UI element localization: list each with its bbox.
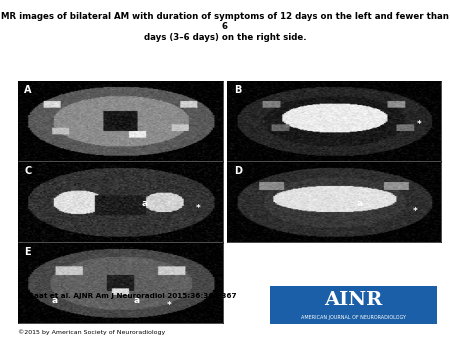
Text: B: B — [234, 85, 241, 95]
Text: MR images of bilateral AM with duration of symptoms of 12 days on the left and f: MR images of bilateral AM with duration … — [1, 12, 449, 42]
Text: R. Saat et al. AJNR Am J Neuroradiol 2015;36:361-367: R. Saat et al. AJNR Am J Neuroradiol 201… — [18, 293, 237, 299]
Text: a: a — [357, 199, 363, 208]
Text: C: C — [24, 166, 32, 176]
Text: A: A — [24, 85, 32, 95]
Text: a: a — [52, 296, 58, 305]
Text: *: * — [417, 120, 422, 129]
Text: E: E — [24, 247, 31, 257]
Text: a: a — [142, 199, 148, 208]
Text: ©2015 by American Society of Neuroradiology: ©2015 by American Society of Neuroradiol… — [18, 329, 165, 335]
Text: a: a — [134, 296, 140, 305]
Text: D: D — [234, 166, 242, 176]
Text: *: * — [196, 204, 201, 213]
Text: *: * — [413, 207, 418, 216]
Text: AINR: AINR — [324, 291, 382, 309]
Text: *: * — [167, 301, 172, 310]
Text: AMERICAN JOURNAL OF NEURORADIOLOGY: AMERICAN JOURNAL OF NEURORADIOLOGY — [301, 315, 406, 320]
